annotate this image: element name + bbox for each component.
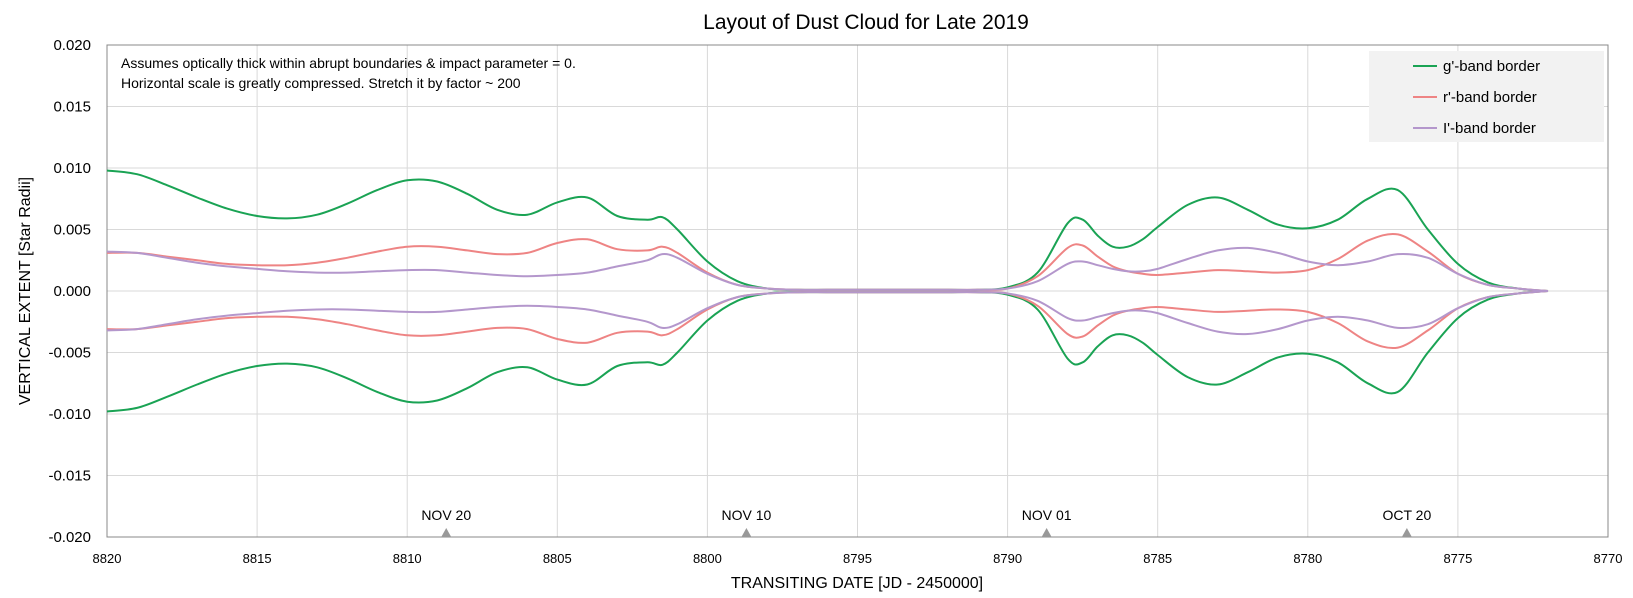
x-tick-label: 8780 [1293,551,1322,566]
legend-label: I'-band border [1443,120,1536,137]
x-tick-label: 8815 [243,551,272,566]
x-tick-label: 8810 [393,551,422,566]
y-tick-label: 0.015 [53,99,91,116]
x-tick-label: 8790 [993,551,1022,566]
x-tick-label: 8800 [693,551,722,566]
date-marker-triangle [441,528,452,537]
x-tick-label: 8805 [543,551,572,566]
series-line-2 [106,232,1549,292]
y-tick-label: -0.005 [48,345,91,362]
x-tick-labels: 8820 8815 8810 8805 8800 8795 8790 8785 8780 8775… [93,551,1623,566]
date-marker-label: NOV 20 [421,507,471,523]
date-markers: NOV 20 NOV 10 NOV 01 OCT 20 [421,507,1431,537]
y-tick-label: 0.000 [53,283,91,300]
chart-title: Layout of Dust Cloud for Late 2019 [703,11,1029,34]
annotation-line-1: Assumes optically thick within abrupt bo… [121,55,576,71]
date-marker-label: OCT 20 [1382,507,1431,523]
y-tick-label: -0.010 [48,406,91,423]
x-tick-label: 8785 [1143,551,1172,566]
plot-area-border [106,44,1609,538]
y-tick-label: 0.005 [53,222,91,239]
grid [107,44,1608,538]
series-line-4 [106,246,1549,292]
x-tick-label: 8820 [93,551,122,566]
y-tick-labels: 0.020 0.015 0.010 0.005 0.000 -0.005 -0.010 -0.… [48,37,91,546]
date-marker-label: NOV 01 [1022,507,1072,523]
x-tick-label: 8770 [1594,551,1623,566]
annotation-line-2: Horizontal scale is greatly compressed. … [121,75,521,91]
date-marker-triangle [741,528,752,537]
legend-label: g'-band border [1443,58,1540,75]
y-tick-label: -0.020 [48,529,91,546]
date-marker-triangle [1041,528,1052,537]
legend-box [1369,51,1604,142]
date-marker-triangle [1401,528,1412,537]
x-tick-label: 8775 [1443,551,1472,566]
x-axis-label: TRANSITING DATE [JD - 2450000] [731,575,983,592]
legend: g'-band border r'-band border I'-band bord… [1369,51,1604,142]
date-marker-label: NOV 10 [722,507,772,523]
series-line-3 [106,290,1549,350]
y-tick-label: 0.010 [53,160,91,177]
y-tick-label: -0.015 [48,468,91,485]
series-line-5 [106,290,1549,336]
legend-label: r'-band border [1443,89,1537,106]
y-tick-label: 0.020 [53,37,91,54]
y-axis-label: VERTICAL EXTENT [Star Radii] [17,177,34,405]
x-tick-label: 8795 [843,551,872,566]
series-lines [106,169,1549,413]
